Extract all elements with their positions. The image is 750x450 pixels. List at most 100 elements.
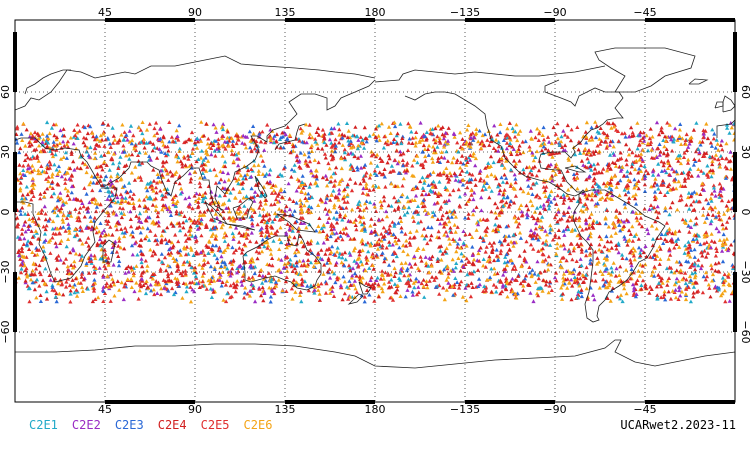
- observation-point: [304, 225, 309, 230]
- observation-point: [137, 203, 142, 208]
- observation-point: [358, 259, 364, 264]
- observation-point: [618, 296, 623, 301]
- observation-point: [284, 204, 289, 209]
- observation-point: [543, 194, 548, 198]
- observation-point: [399, 229, 404, 234]
- observation-point: [340, 135, 345, 140]
- observation-point: [530, 214, 535, 218]
- observation-point: [163, 144, 168, 149]
- observation-point: [212, 267, 217, 271]
- observation-point: [354, 227, 359, 232]
- observation-point: [601, 277, 606, 282]
- observation-point: [620, 256, 625, 260]
- observation-point: [603, 221, 608, 226]
- observation-point: [376, 294, 381, 299]
- observation-point: [402, 205, 407, 209]
- observation-point: [521, 167, 526, 172]
- observation-point: [538, 218, 543, 223]
- observation-point: [396, 204, 401, 209]
- observation-point: [604, 256, 610, 261]
- observation-point: [727, 299, 732, 303]
- observation-point: [292, 250, 298, 255]
- observation-point: [338, 283, 343, 288]
- observation-point: [94, 134, 99, 139]
- observation-point: [491, 282, 496, 287]
- observation-point: [46, 218, 51, 223]
- observation-point: [235, 170, 240, 175]
- observation-point: [46, 179, 51, 184]
- observation-point: [132, 178, 137, 182]
- observation-point: [78, 225, 83, 229]
- observation-point: [230, 138, 236, 143]
- observation-point: [234, 282, 239, 287]
- observation-point: [485, 173, 490, 178]
- observation-point: [128, 217, 133, 221]
- observation-point: [622, 201, 627, 206]
- observation-point: [144, 268, 150, 273]
- observation-point: [661, 183, 666, 187]
- observation-point: [417, 140, 422, 144]
- observation-point: [632, 177, 637, 182]
- observation-point: [517, 253, 522, 258]
- observation-point: [317, 292, 322, 296]
- observation-point: [575, 295, 581, 300]
- observation-point: [261, 298, 266, 303]
- observation-point: [561, 275, 566, 280]
- observation-point: [115, 171, 120, 176]
- observation-point: [676, 179, 681, 184]
- observation-point: [345, 200, 350, 204]
- observation-point: [637, 221, 642, 226]
- observation-point: [478, 168, 483, 173]
- observation-point: [624, 267, 629, 272]
- observation-point: [229, 136, 234, 141]
- observation-point: [610, 160, 615, 165]
- observation-point: [709, 191, 714, 196]
- observation-point: [175, 264, 180, 269]
- observation-point: [716, 287, 721, 292]
- observation-point: [42, 204, 47, 209]
- observation-point: [511, 232, 516, 237]
- observation-point: [445, 138, 451, 143]
- observation-point: [15, 140, 20, 145]
- observation-point: [257, 132, 262, 136]
- observation-point: [552, 196, 557, 201]
- observation-point: [511, 244, 516, 248]
- observation-point: [189, 218, 194, 223]
- observation-point: [61, 225, 66, 229]
- observation-point: [119, 215, 124, 220]
- observation-point: [189, 130, 195, 135]
- observation-point: [724, 141, 729, 146]
- observation-point: [40, 278, 46, 283]
- observation-point: [401, 176, 406, 181]
- observation-point: [177, 181, 182, 186]
- observation-point: [630, 130, 635, 135]
- observation-point: [703, 277, 708, 282]
- observation-point: [59, 282, 64, 287]
- observation-point: [337, 182, 342, 186]
- observation-point: [217, 245, 222, 250]
- observation-point: [148, 180, 153, 184]
- observation-point: [348, 219, 353, 224]
- observation-point: [592, 297, 597, 302]
- observation-point: [249, 217, 255, 222]
- observation-point: [521, 283, 526, 288]
- observation-point: [254, 249, 259, 254]
- observation-point: [540, 289, 545, 293]
- observation-point: [243, 145, 249, 150]
- observation-point: [210, 243, 215, 248]
- observation-point: [90, 130, 95, 135]
- observation-point: [581, 150, 586, 155]
- observation-point: [383, 140, 388, 145]
- observation-point: [99, 164, 104, 168]
- observation-point: [58, 257, 63, 262]
- observation-point: [371, 187, 376, 192]
- observation-point: [366, 192, 371, 197]
- observation-point: [220, 280, 225, 284]
- observation-point: [264, 198, 269, 202]
- observation-point: [35, 131, 40, 136]
- observation-point: [470, 271, 475, 276]
- observation-point: [254, 139, 259, 143]
- observation-point: [253, 190, 258, 194]
- observation-point: [424, 282, 429, 286]
- observation-point: [416, 290, 421, 295]
